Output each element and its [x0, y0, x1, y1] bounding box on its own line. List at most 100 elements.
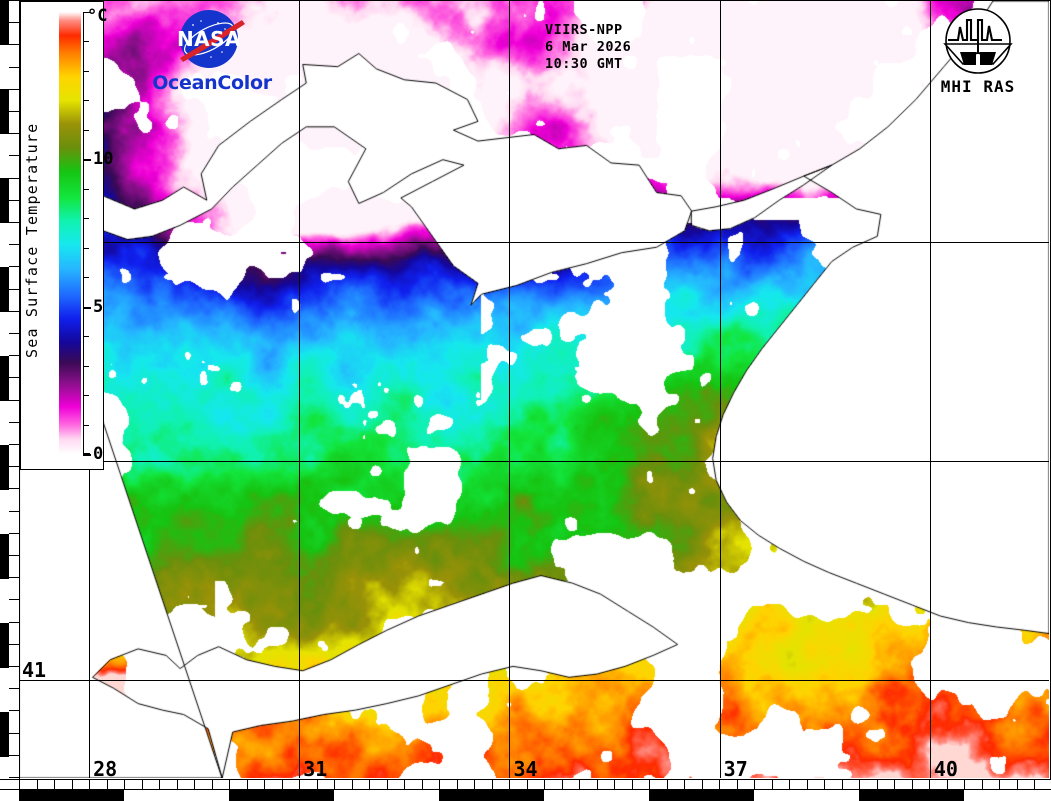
gridline-lat-45 — [19, 242, 1049, 243]
ruler-tick — [702, 780, 703, 791]
lon-label-40: 40 — [933, 757, 958, 781]
mhi-wave-icon — [943, 8, 1013, 74]
colorbar-tick-15 — [83, 12, 89, 13]
svg-text:NASA: NASA — [177, 27, 241, 51]
ruler-tick — [912, 780, 913, 791]
ruler-tick — [719, 780, 720, 791]
ruler-tick — [509, 780, 510, 791]
colorbar-axis-line — [83, 12, 84, 454]
gridline-lon-34 — [509, 1, 510, 778]
colorbar-tick-12 — [83, 100, 89, 102]
ruler-tick — [772, 780, 773, 791]
ruler-tick — [457, 780, 458, 791]
lon-label-37: 37 — [723, 757, 748, 781]
ruler-tick — [544, 780, 545, 791]
ruler-tick — [632, 780, 633, 791]
ruler-block — [0, 267, 9, 312]
ruler-tick — [54, 780, 55, 791]
ruler-tick — [9, 44, 19, 45]
ruler-tick — [177, 780, 178, 791]
ruler-tick — [894, 780, 895, 791]
ruler-tick — [159, 780, 160, 791]
ruler-block — [0, 356, 9, 401]
ruler-tick — [369, 780, 370, 791]
ruler-tick — [684, 780, 685, 791]
ruler-tick — [964, 780, 965, 791]
ruler-tick — [789, 780, 790, 791]
ruler-tick — [9, 111, 19, 112]
colorbar-tick-label-0: 0 — [93, 444, 104, 464]
ruler-tick — [9, 289, 19, 290]
ruler-block — [0, 0, 9, 45]
colorbar-tick-2 — [83, 395, 89, 397]
colorbar-tick-13 — [83, 70, 89, 72]
colorbar-tick-label-10: 10 — [93, 149, 114, 170]
colorbar-tick-4 — [83, 336, 89, 338]
ruler-block — [19, 790, 124, 801]
ruler-block — [0, 89, 9, 134]
ruler-tick — [9, 266, 19, 267]
ruler-tick — [9, 444, 19, 445]
ruler-tick — [667, 780, 668, 791]
ruler-tick — [9, 89, 19, 90]
ruler-tick — [824, 780, 825, 791]
colorbar-title: Sea Surface Temperature — [23, 122, 41, 358]
ruler-tick — [9, 178, 19, 179]
nasa-meatball-icon: NASA — [177, 10, 245, 68]
ruler-tick — [9, 488, 19, 489]
ruler-tick — [9, 733, 19, 734]
colorbar-tick-5 — [83, 306, 91, 309]
colorbar-tick-9 — [83, 188, 89, 190]
ruler-tick — [9, 22, 19, 23]
ruler-tick — [72, 780, 73, 791]
ruler-tick — [597, 780, 598, 791]
left-ruler-ticks — [9, 0, 20, 801]
colorbar-tick-label-5: 5 — [93, 296, 104, 317]
ruler-tick — [282, 780, 283, 791]
ruler-tick — [9, 666, 19, 667]
gridline-lon-31 — [299, 1, 300, 778]
colorbar-tick-7 — [83, 247, 89, 249]
ruler-block — [0, 712, 9, 757]
ruler-tick — [9, 355, 19, 356]
gridline-lon-40 — [930, 1, 931, 778]
nasa-oceancolor-logo: NASA OceanColor — [152, 8, 272, 100]
ruler-tick — [614, 780, 615, 791]
ruler-block — [649, 790, 754, 801]
ruler-tick — [9, 577, 19, 578]
ruler-block — [859, 790, 964, 801]
colorbar-tick-10 — [83, 159, 91, 162]
ruler-block — [0, 534, 9, 579]
ruler-tick — [1017, 780, 1018, 791]
ruler-tick — [649, 780, 650, 791]
colorbar-tick-14 — [83, 41, 89, 43]
colorbar-gradient — [59, 12, 81, 454]
ruler-tick — [9, 533, 19, 534]
mhi-ras-wordmark: MHI RAS — [940, 77, 1016, 96]
ruler-tick — [19, 780, 20, 791]
ruler-tick — [9, 244, 19, 245]
ruler-tick — [859, 780, 860, 791]
ruler-tick — [352, 780, 353, 791]
ruler-tick — [492, 780, 493, 791]
ruler-tick — [299, 780, 300, 791]
lon-label-34: 34 — [513, 757, 538, 781]
ruler-tick — [999, 780, 1000, 791]
acquisition-info: VIIRS-NPP 6 Mar 2026 10:30 GMT — [545, 22, 632, 72]
ruler-tick — [9, 466, 19, 467]
ruler-tick — [9, 777, 19, 778]
ruler-tick — [142, 780, 143, 791]
ruler-tick — [9, 599, 19, 600]
ruler-tick — [422, 780, 423, 791]
colorbar-axis-cap-bottom — [83, 453, 90, 454]
ruler-tick — [9, 222, 19, 223]
ruler-tick — [842, 780, 843, 791]
map-plot-area[interactable] — [19, 1, 1049, 778]
ruler-tick — [9, 710, 19, 711]
ruler-tick — [9, 0, 19, 1]
ruler-tick — [929, 780, 930, 791]
ruler-tick — [807, 780, 808, 791]
ruler-tick — [9, 155, 19, 156]
lon-label-31: 31 — [303, 757, 328, 781]
